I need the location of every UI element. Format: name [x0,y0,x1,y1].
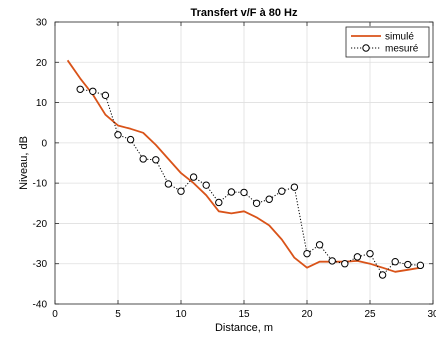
chart-title: Transfert v/F à 80 Hz [191,7,298,19]
x-tick-label: 0 [52,309,58,320]
series-point [265,195,273,203]
series-point [215,198,223,207]
y-tick-label: 20 [36,58,48,69]
series-point [126,135,135,144]
series-point [416,261,425,270]
series-point [240,188,248,197]
y-tick-label: 0 [41,138,47,149]
y-axis-label: Niveau, dB [18,136,30,190]
axis-ticks: 0 5 10 15 20 25 30 -40 -30 -20 -10 0 10 20 30 [33,18,436,321]
series-point [303,249,311,258]
legend: simulé mesuré [345,26,430,58]
series-point [101,91,110,100]
legend-label-simule: simulé [385,32,414,43]
y-tick-label: 10 [36,98,48,109]
x-tick-label: 15 [238,309,250,320]
series-point [114,131,122,139]
series-point [139,155,147,163]
grid-lines [54,21,434,305]
series-point [290,183,299,191]
series-point [152,156,160,164]
series-point [366,249,374,258]
legend-label-mesure: mesuré [385,44,419,55]
series-point [391,258,399,266]
series-point [353,253,362,261]
series-point [189,173,198,181]
series-point [341,260,349,268]
series-point [227,188,236,196]
legend-marker-mesure [362,44,370,52]
y-tick-label: 30 [36,18,48,29]
series-point [404,260,412,269]
x-tick-label: 20 [301,309,313,320]
y-tick-label: -10 [33,179,48,190]
x-tick-label: 30 [427,309,436,320]
x-tick-label: 5 [115,309,121,320]
legend-box [345,26,430,58]
series-line-0 [66,59,421,273]
series-point [278,187,286,195]
series-line-1 [80,88,421,276]
series-point [202,181,210,189]
series-point [378,271,387,279]
series-layer [66,59,425,279]
x-tick-label: 25 [364,309,376,320]
series-point [89,87,97,95]
series-point [328,257,336,265]
y-tick-label: -30 [33,259,48,270]
series-point [315,241,324,249]
series-point [164,180,173,188]
series-point [76,85,84,93]
y-tick-label: -20 [33,219,48,230]
x-axis-label: Distance, m [215,322,273,334]
series-point [177,187,185,195]
y-tick-label: -40 [33,300,48,311]
series-point [252,199,261,207]
x-tick-label: 10 [175,309,187,320]
